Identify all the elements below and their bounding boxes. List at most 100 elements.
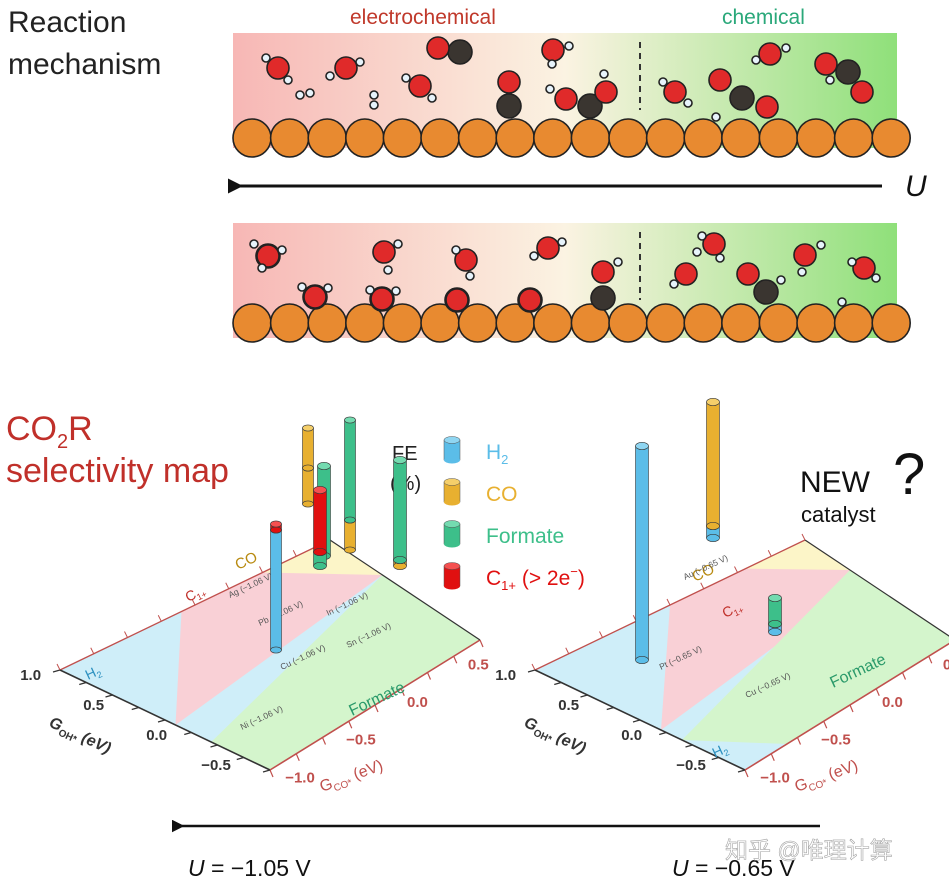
legend-swatch-top <box>443 478 461 486</box>
gco-tick <box>744 769 749 778</box>
hydrogen-atom <box>323 283 333 293</box>
carbon-atom <box>447 39 473 65</box>
bar-cu-h2-base <box>768 628 782 636</box>
hydrogen-atom <box>797 267 807 277</box>
gold-atom <box>457 118 498 158</box>
goh-tick <box>236 756 244 761</box>
carbon-atom <box>577 93 603 119</box>
oxygen-atom <box>303 285 327 309</box>
bottom-slab <box>232 223 912 343</box>
carbon-atom <box>496 93 522 119</box>
legend-label-main: Formate <box>486 525 564 548</box>
gold-atom <box>796 303 836 343</box>
gco-back-tick <box>292 550 297 557</box>
hydrogen-atom <box>465 271 475 281</box>
gco-back-tick <box>565 647 570 654</box>
gold-atom <box>232 118 272 158</box>
oxygen-atom <box>256 244 280 268</box>
legend-swatch-bottom <box>444 456 460 464</box>
bar-sn-formate-top <box>393 456 407 464</box>
goh-tick <box>606 706 614 711</box>
oxygen-atom <box>372 240 396 264</box>
oxygen-atom <box>536 236 560 260</box>
bar-cu-c1 <box>313 486 327 556</box>
hydrogen-atom <box>871 273 881 283</box>
goh-axis-title-unit: (eV) <box>75 727 114 757</box>
gco-tick <box>479 639 484 648</box>
gold-atom <box>532 118 573 158</box>
gco-tick <box>875 688 880 696</box>
goh-tick-label: 0.0 <box>146 727 167 744</box>
hydrogen-atom <box>711 112 721 122</box>
hydrogen-atom <box>683 98 693 108</box>
hydrogen-atom <box>305 88 315 98</box>
gold-atom <box>608 118 648 158</box>
goh-tick-label: 1.0 <box>20 667 41 684</box>
gco-back-tick <box>700 582 705 589</box>
goh-axis-back <box>804 539 949 637</box>
oxygen-atom <box>518 288 542 312</box>
gold-atom <box>833 118 874 158</box>
legend-item: H2 <box>443 436 508 467</box>
bar-ni-h2-body <box>270 529 282 651</box>
bar-au-co-base <box>706 522 720 530</box>
goh-tick <box>184 731 192 736</box>
hydrogen-atom <box>393 239 403 249</box>
bar-pb-formate-body <box>344 419 356 521</box>
bar-pb-formate-top <box>344 416 356 424</box>
goh-tick <box>105 694 113 698</box>
goh-tick <box>131 706 139 711</box>
hydrogen-atom <box>529 251 539 261</box>
bar-pb-co-body <box>344 519 356 551</box>
gold-atom <box>683 303 724 343</box>
oxygen-atom <box>736 262 760 286</box>
chemical-label: chemical <box>722 6 805 29</box>
legend-label-main: C <box>486 567 501 590</box>
top-slab <box>232 33 912 158</box>
goh-tick <box>210 744 218 748</box>
legend-swatch-bottom <box>444 498 460 506</box>
goh-tick <box>157 719 166 723</box>
goh-tick <box>52 669 61 673</box>
gold-atom <box>796 118 836 158</box>
gco-axis-title-main: G <box>318 776 336 796</box>
region-label-co: CO <box>233 549 261 574</box>
gold-atom <box>269 303 310 343</box>
oxygen-atom <box>408 74 432 98</box>
oxygen-atom <box>591 260 615 284</box>
oxygen-atom <box>541 38 565 62</box>
goh-axis-back <box>329 539 481 641</box>
oxygen-atom <box>554 87 578 111</box>
region-formate <box>211 575 480 770</box>
goh-tick <box>659 731 667 736</box>
region-co <box>745 540 850 570</box>
bar-pt-h2-top <box>635 442 649 450</box>
legend: H2 CO Formate C1+ (> 2e−) <box>443 436 585 593</box>
catalyst-label: catalyst <box>801 502 876 527</box>
gco-axis-title: GCO* (eV) <box>793 757 862 798</box>
gco-tick <box>348 721 353 729</box>
oxygen-atom <box>674 262 698 286</box>
hydrogen-atom <box>365 285 375 295</box>
gco-back-tick <box>259 566 263 573</box>
hydrogen-atom <box>697 231 707 241</box>
region-label-c1-sub: 1+ <box>195 589 209 602</box>
bar-cu-c1-top <box>313 486 327 494</box>
bar-au-co-top <box>706 398 720 406</box>
gco-tick-label: 0.0 <box>407 694 428 711</box>
bar-ni-c1-top <box>270 520 282 528</box>
gold-atom <box>871 118 912 158</box>
legend-label-sup: − <box>570 564 578 579</box>
goh-axis-title: GOH* (eV) <box>520 714 588 760</box>
bar-pt-h2 <box>635 442 649 664</box>
gco-back-tick <box>225 582 230 589</box>
legend-swatch-bottom <box>444 540 460 548</box>
hydrogen-atom <box>776 275 786 285</box>
potential-left: U = −1.05 V <box>188 855 311 881</box>
gold-atom <box>382 303 423 343</box>
gold-atom <box>532 303 573 343</box>
oxygen-atom <box>497 70 521 94</box>
goh-tick-label: 0.5 <box>83 697 104 714</box>
hydrogen-atom <box>261 53 271 63</box>
region-label-h2-sub: 2 <box>722 747 731 758</box>
